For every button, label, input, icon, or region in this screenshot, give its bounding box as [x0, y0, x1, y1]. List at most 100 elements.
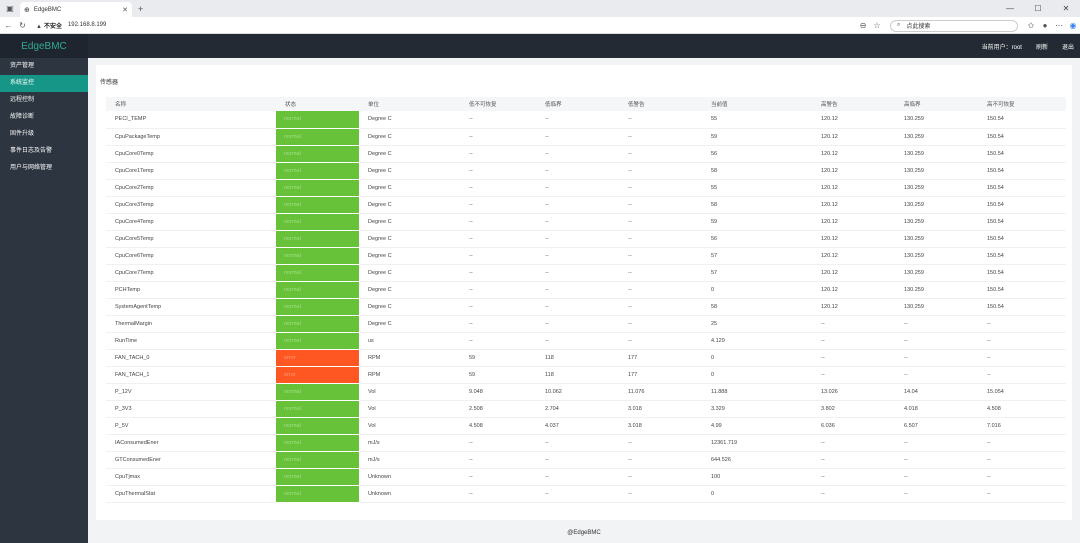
table-cell: -- [812, 315, 895, 333]
table-cell: 120.12 [812, 196, 895, 214]
table-cell: 118 [536, 349, 619, 367]
status-badge: normal [276, 247, 359, 265]
browser-tabbar: ▣ ⊕ EdgeBMC ✕ + — ☐ ✕ [0, 0, 1080, 17]
main-content: 传感器 名称 状态 单位 低不可恢复 低临界 低警告 当前值 高警告 高临界 高不可恢复 PECI… [88, 58, 1080, 543]
table-cell: 150.54 [978, 230, 1066, 248]
table-row: CpuCore2Temp normal Degree C -- -- -- 55 120.12… [106, 179, 1066, 197]
table-cell: -- [895, 332, 978, 350]
status-badge: normal [276, 332, 359, 350]
table-cell: 4.129 [702, 332, 812, 350]
sidebar-item[interactable]: 远程控制 [10, 97, 35, 103]
table-cell: -- [812, 366, 895, 384]
maximize-icon[interactable]: ☐ [1034, 4, 1042, 13]
table-cell: Degree C [359, 145, 460, 163]
more-icon[interactable]: ⋯ [1055, 21, 1063, 30]
table-cell: -- [536, 247, 619, 265]
sidebar-item[interactable]: 资产管理 [10, 63, 35, 69]
sidebar-item[interactable]: 故障诊断 [10, 114, 35, 120]
table-cell: -- [536, 485, 619, 503]
table-cell: 150.54 [978, 145, 1066, 163]
table-cell: -- [460, 179, 536, 197]
table-row: P_12V normal Vol 9.048 10.062 11.076 11.888 13.… [106, 383, 1066, 401]
reader-icon[interactable]: ⊖ [859, 21, 867, 30]
sensor-card: 传感器 名称 状态 单位 低不可恢复 低临界 低警告 当前值 高警告 高临界 高不可恢复 PECI… [96, 65, 1072, 520]
brand-logo: EdgeBMC [0, 34, 88, 58]
sidebar-item[interactable]: 事件日志及告警 [10, 148, 53, 154]
search-input[interactable]: ⌕ 点此搜索 [890, 19, 1018, 32]
table-cell: 150.54 [978, 162, 1066, 180]
table-cell: 150.54 [978, 298, 1066, 316]
table-cell: 130.259 [895, 281, 978, 299]
browser-tab[interactable]: ⊕ EdgeBMC ✕ [20, 2, 132, 17]
status-badge: normal [276, 468, 359, 486]
table-cell: -- [619, 111, 702, 129]
table-cell: -- [460, 281, 536, 299]
table-cell: -- [536, 128, 619, 146]
table-cell: 55 [702, 179, 812, 197]
sensor-name: RunTime [106, 332, 276, 350]
table-cell: -- [536, 451, 619, 469]
table-cell: 130.259 [895, 213, 978, 231]
back-icon[interactable]: ← [4, 20, 13, 30]
table-row: FAN_TACH_1 error RPM 59 118 177 0 -- -- -- [106, 366, 1066, 384]
status-badge: normal [276, 281, 359, 299]
favorites-icon[interactable]: ✩ [1027, 21, 1035, 30]
minimize-icon[interactable]: — [1006, 4, 1014, 13]
favorite-star-icon[interactable]: ☆ [873, 21, 881, 30]
status-badge: normal [276, 451, 359, 469]
status-badge: normal [276, 417, 359, 435]
column-header: 单位 [359, 97, 460, 111]
table-cell: 150.54 [978, 179, 1066, 197]
table-cell: 150.54 [978, 247, 1066, 265]
table-cell: -- [895, 434, 978, 452]
app-header [0, 34, 1080, 58]
security-indicator[interactable]: ▲ 不安全 [36, 23, 62, 30]
sidebar-item[interactable]: 固件升级 [10, 131, 35, 137]
sensor-name: CpuCore0Temp [106, 145, 276, 163]
table-row: P_3V3 normal Vol 2.508 2.704 3.018 3.329 3.802 4… [106, 400, 1066, 418]
reload-icon[interactable]: ↻ [19, 20, 26, 30]
table-header-row: 名称 状态 单位 低不可恢复 低临界 低警告 当前值 高警告 高临界 高不可恢复 [106, 97, 1066, 111]
table-cell: Degree C [359, 196, 460, 214]
table-cell: Degree C [359, 298, 460, 316]
table-cell: -- [536, 332, 619, 350]
table-cell: 130.259 [895, 111, 978, 129]
table-cell: -- [619, 128, 702, 146]
logout-link[interactable]: 退出 [1061, 44, 1074, 51]
status-badge: normal [276, 298, 359, 316]
table-cell: 3.018 [619, 417, 702, 435]
table-cell: 130.259 [895, 145, 978, 163]
table-cell: -- [460, 434, 536, 452]
table-cell: 120.12 [812, 264, 895, 282]
table-cell: 9.048 [460, 383, 536, 401]
close-window-icon[interactable]: ✕ [1062, 4, 1070, 13]
sensor-name: PCHTemp [106, 281, 276, 299]
copilot-icon[interactable]: ◉ [1069, 21, 1077, 30]
status-badge: normal [276, 145, 359, 163]
table-row: IAConsumedEner normal mJ/s -- -- -- 12361.719-… [106, 434, 1066, 452]
status-badge: error [276, 349, 359, 367]
table-cell: 120.12 [812, 247, 895, 265]
close-tab-icon[interactable]: ✕ [122, 6, 128, 14]
table-cell: -- [978, 485, 1066, 503]
profile-avatar-icon[interactable]: ● [1042, 21, 1048, 30]
status-badge: normal [276, 383, 359, 401]
table-row: CpuPackageTemp normal Degree C -- -- -- 59 120.… [106, 128, 1066, 146]
new-tab-icon[interactable]: + [138, 3, 144, 14]
table-cell: -- [619, 230, 702, 248]
sidebar-item[interactable]: 系统监控 [0, 75, 88, 92]
table-cell: us [359, 332, 460, 350]
warning-icon: ▲ [36, 23, 42, 30]
table-cell: 6.507 [895, 417, 978, 435]
sidebar-item[interactable]: 用户与网络管理 [10, 165, 53, 171]
refresh-link[interactable]: 刷新 [1035, 44, 1048, 51]
table-cell: -- [978, 468, 1066, 486]
sensor-name: IAConsumedEner [106, 434, 276, 452]
window-controls: — ☐ ✕ [996, 0, 1080, 17]
tab-actions-icon[interactable]: ▣ [6, 4, 14, 13]
table-cell: 130.259 [895, 264, 978, 282]
url-field[interactable]: 192.168.8.199 [67, 22, 107, 28]
table-cell: -- [536, 281, 619, 299]
table-cell: 120.12 [812, 213, 895, 231]
table-cell: -- [812, 468, 895, 486]
